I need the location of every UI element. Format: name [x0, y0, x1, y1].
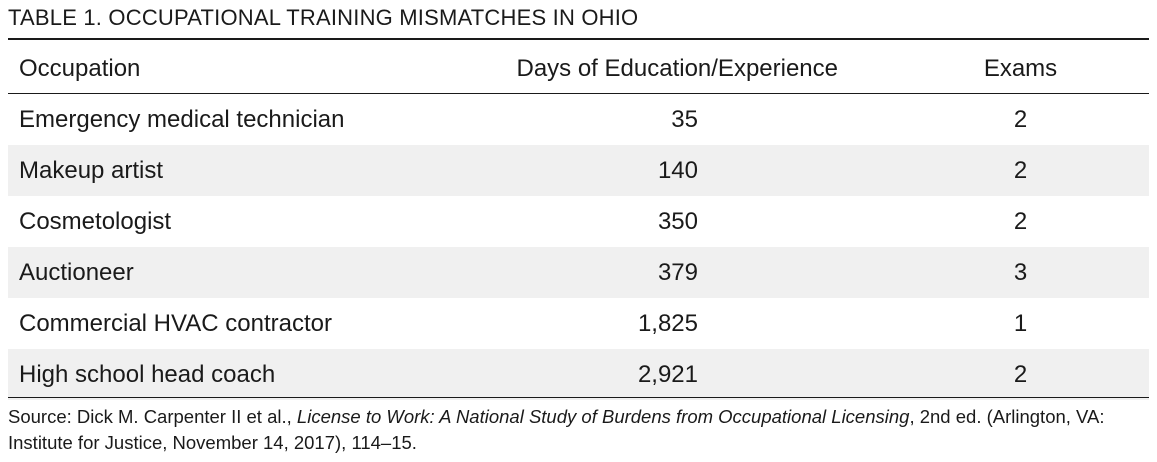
days-cell: 1,825: [637, 310, 698, 337]
exams-cell: 3: [1013, 259, 1028, 286]
days-cell: 379: [657, 259, 698, 286]
exams-cell: 2: [1013, 208, 1028, 235]
occupation-cell: Emergency medical technician: [19, 106, 345, 133]
table-row: Commercial HVAC contractor 1,825 1: [8, 298, 1149, 349]
exams-cell: 2: [1013, 361, 1028, 388]
column-header-days: Days of Education/Experience: [516, 55, 838, 82]
table-row: Emergency medical technician 35 2: [8, 94, 1149, 145]
table-bottom-rule: [8, 397, 1149, 398]
days-cell: 2,921: [637, 361, 698, 388]
occupation-cell: Commercial HVAC contractor: [19, 310, 332, 337]
occupation-cell: High school head coach: [19, 361, 276, 388]
days-cell: 140: [657, 157, 698, 184]
column-header-exams: Exams: [983, 55, 1058, 82]
source-prefix: Source: Dick M. Carpenter II et al.,: [8, 406, 297, 427]
days-cell: 350: [657, 208, 698, 235]
table-row: High school head coach 2,921 2: [8, 349, 1149, 400]
table-title: TABLE 1. OCCUPATIONAL TRAINING MISMATCHE…: [8, 5, 639, 30]
occupation-cell: Cosmetologist: [19, 208, 172, 235]
occupation-cell: Auctioneer: [19, 259, 134, 286]
occupation-table: Occupation Days of Education/Experience …: [8, 38, 1149, 400]
source-suffix: , 2nd ed. (Arlington, VA: Institute for …: [8, 406, 1105, 453]
days-cell: 35: [671, 106, 698, 133]
table-header-row: Occupation Days of Education/Experience …: [8, 40, 1149, 94]
occupation-cell: Makeup artist: [19, 157, 164, 184]
exams-cell: 2: [1013, 157, 1028, 184]
exams-cell: 1: [1013, 310, 1028, 337]
table-row: Makeup artist 140 2: [8, 145, 1149, 196]
source-note: Source: Dick M. Carpenter II et al., Lic…: [8, 404, 1153, 456]
table-row: Cosmetologist 350 2: [8, 196, 1149, 247]
table-row: Auctioneer 379 3: [8, 247, 1149, 298]
exams-cell: 2: [1013, 106, 1028, 133]
source-book-title: License to Work: A National Study of Bur…: [296, 406, 910, 427]
column-header-occupation: Occupation: [19, 55, 141, 82]
